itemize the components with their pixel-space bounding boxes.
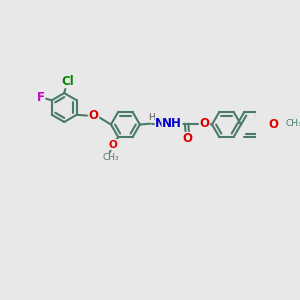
- Text: CH₃: CH₃: [286, 119, 300, 128]
- Text: O: O: [109, 140, 118, 150]
- Text: O: O: [182, 133, 192, 146]
- Text: Cl: Cl: [61, 75, 74, 88]
- Text: H: H: [148, 113, 155, 122]
- Text: F: F: [37, 91, 45, 104]
- Text: O: O: [89, 109, 99, 122]
- Text: NH: NH: [162, 117, 182, 130]
- Text: O: O: [268, 118, 279, 131]
- Text: CH₃: CH₃: [102, 153, 119, 162]
- Text: O: O: [200, 117, 209, 130]
- Text: N: N: [155, 117, 165, 130]
